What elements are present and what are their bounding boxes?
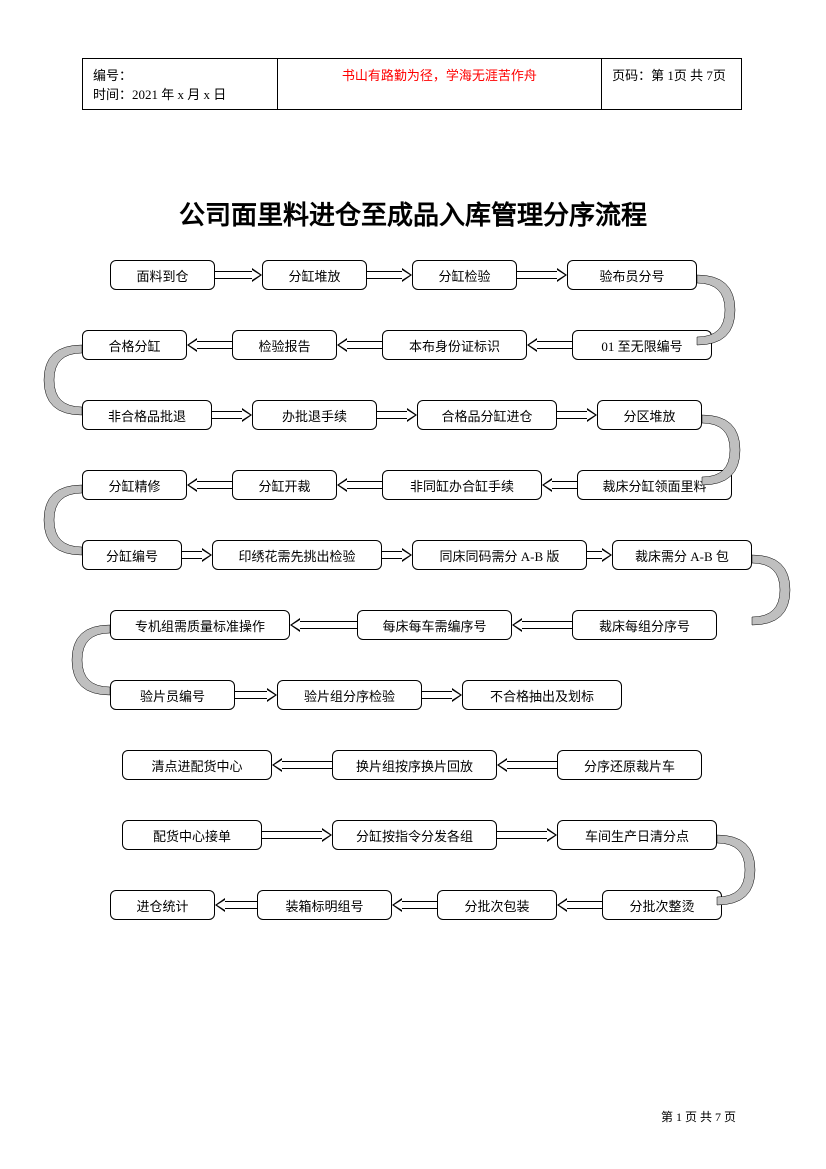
flow-box: 进仓统计	[110, 890, 215, 920]
flow-arrow	[215, 898, 257, 912]
flow-box: 01 至无限编号	[572, 330, 712, 360]
flow-box: 分缸编号	[82, 540, 182, 570]
flow-box: 验布员分号	[567, 260, 697, 290]
flow-box: 分缸开裁	[232, 470, 337, 500]
header-motto: 书山有路勤为径，学海无涯苦作舟	[277, 59, 601, 110]
page-title: 公司面里料进仓至成品入库管理分序流程	[0, 195, 826, 232]
flow-box: 分缸精修	[82, 470, 187, 500]
flow-arrow	[272, 758, 332, 772]
flow-box: 车间生产日清分点	[557, 820, 717, 850]
flow-arrow	[527, 338, 572, 352]
flow-arrow	[392, 898, 437, 912]
flow-box: 印绣花需先挑出检验	[212, 540, 382, 570]
flow-arrow	[422, 688, 462, 702]
flow-box: 分区堆放	[597, 400, 702, 430]
flow-arrow	[367, 268, 412, 282]
flow-arrow	[377, 408, 417, 422]
flow-box: 分缸按指令分发各组	[332, 820, 497, 850]
curve-connector	[702, 405, 752, 495]
flow-box: 每床每车需编序号	[357, 610, 512, 640]
flow-arrow	[235, 688, 277, 702]
flow-arrow	[187, 338, 232, 352]
flow-arrow	[557, 408, 597, 422]
flow-arrow	[517, 268, 567, 282]
curve-connector	[752, 545, 802, 635]
header-left-cell: 编号： 时间：2021 年 x 月 x 日	[83, 59, 278, 110]
flow-arrow	[262, 828, 332, 842]
header-table: 编号： 时间：2021 年 x 月 x 日 书山有路勤为径，学海无涯苦作舟 页码…	[82, 58, 742, 110]
flow-arrow	[337, 338, 382, 352]
curve-connector	[717, 825, 767, 915]
flow-arrow	[337, 478, 382, 492]
flow-arrow	[290, 618, 357, 632]
flow-arrow	[497, 758, 557, 772]
footer-page: 第 1 页 共 7 页	[661, 1108, 736, 1125]
flow-box: 分缸检验	[412, 260, 517, 290]
flow-box: 同床同码需分 A-B 版	[412, 540, 587, 570]
flow-arrow	[512, 618, 572, 632]
flow-arrow	[182, 548, 212, 562]
flow-box: 非合格品批退	[82, 400, 212, 430]
flow-box: 换片组按序换片回放	[332, 750, 497, 780]
flow-arrow	[382, 548, 412, 562]
flow-box: 分批次包装	[437, 890, 557, 920]
doc-number: 编号：	[93, 65, 267, 84]
flow-arrow	[187, 478, 232, 492]
flow-box: 装箱标明组号	[257, 890, 392, 920]
flow-arrow	[557, 898, 602, 912]
flow-box: 配货中心接单	[122, 820, 262, 850]
flow-arrow	[542, 478, 577, 492]
flow-box: 专机组需质量标准操作	[110, 610, 290, 640]
flow-box: 合格品分缸进仓	[417, 400, 557, 430]
flow-arrow	[587, 548, 612, 562]
flow-box: 裁床需分 A-B 包	[612, 540, 752, 570]
flow-box: 验片员编号	[110, 680, 235, 710]
flow-box: 检验报告	[232, 330, 337, 360]
curve-connector	[32, 475, 82, 565]
flow-box: 本布身份证标识	[382, 330, 527, 360]
doc-time: 时间：2021 年 x 月 x 日	[93, 84, 267, 103]
flow-box: 分批次整烫	[602, 890, 722, 920]
flow-box: 分序还原裁片车	[557, 750, 702, 780]
flow-arrow	[497, 828, 557, 842]
flow-box: 验片组分序检验	[277, 680, 422, 710]
curve-connector	[32, 335, 82, 425]
flow-box: 面料到仓	[110, 260, 215, 290]
flow-box: 合格分缸	[82, 330, 187, 360]
flow-box: 清点进配货中心	[122, 750, 272, 780]
flow-box: 办批退手续	[252, 400, 377, 430]
flow-box: 不合格抽出及划标	[462, 680, 622, 710]
flow-box: 分缸堆放	[262, 260, 367, 290]
curve-connector	[60, 615, 110, 705]
curve-connector	[697, 265, 747, 355]
flow-box: 裁床每组分序号	[572, 610, 717, 640]
flow-box: 非同缸办合缸手续	[382, 470, 542, 500]
flow-arrow	[215, 268, 262, 282]
header-page-code: 页码：第 1页 共 7页	[602, 59, 742, 110]
flow-arrow	[212, 408, 252, 422]
